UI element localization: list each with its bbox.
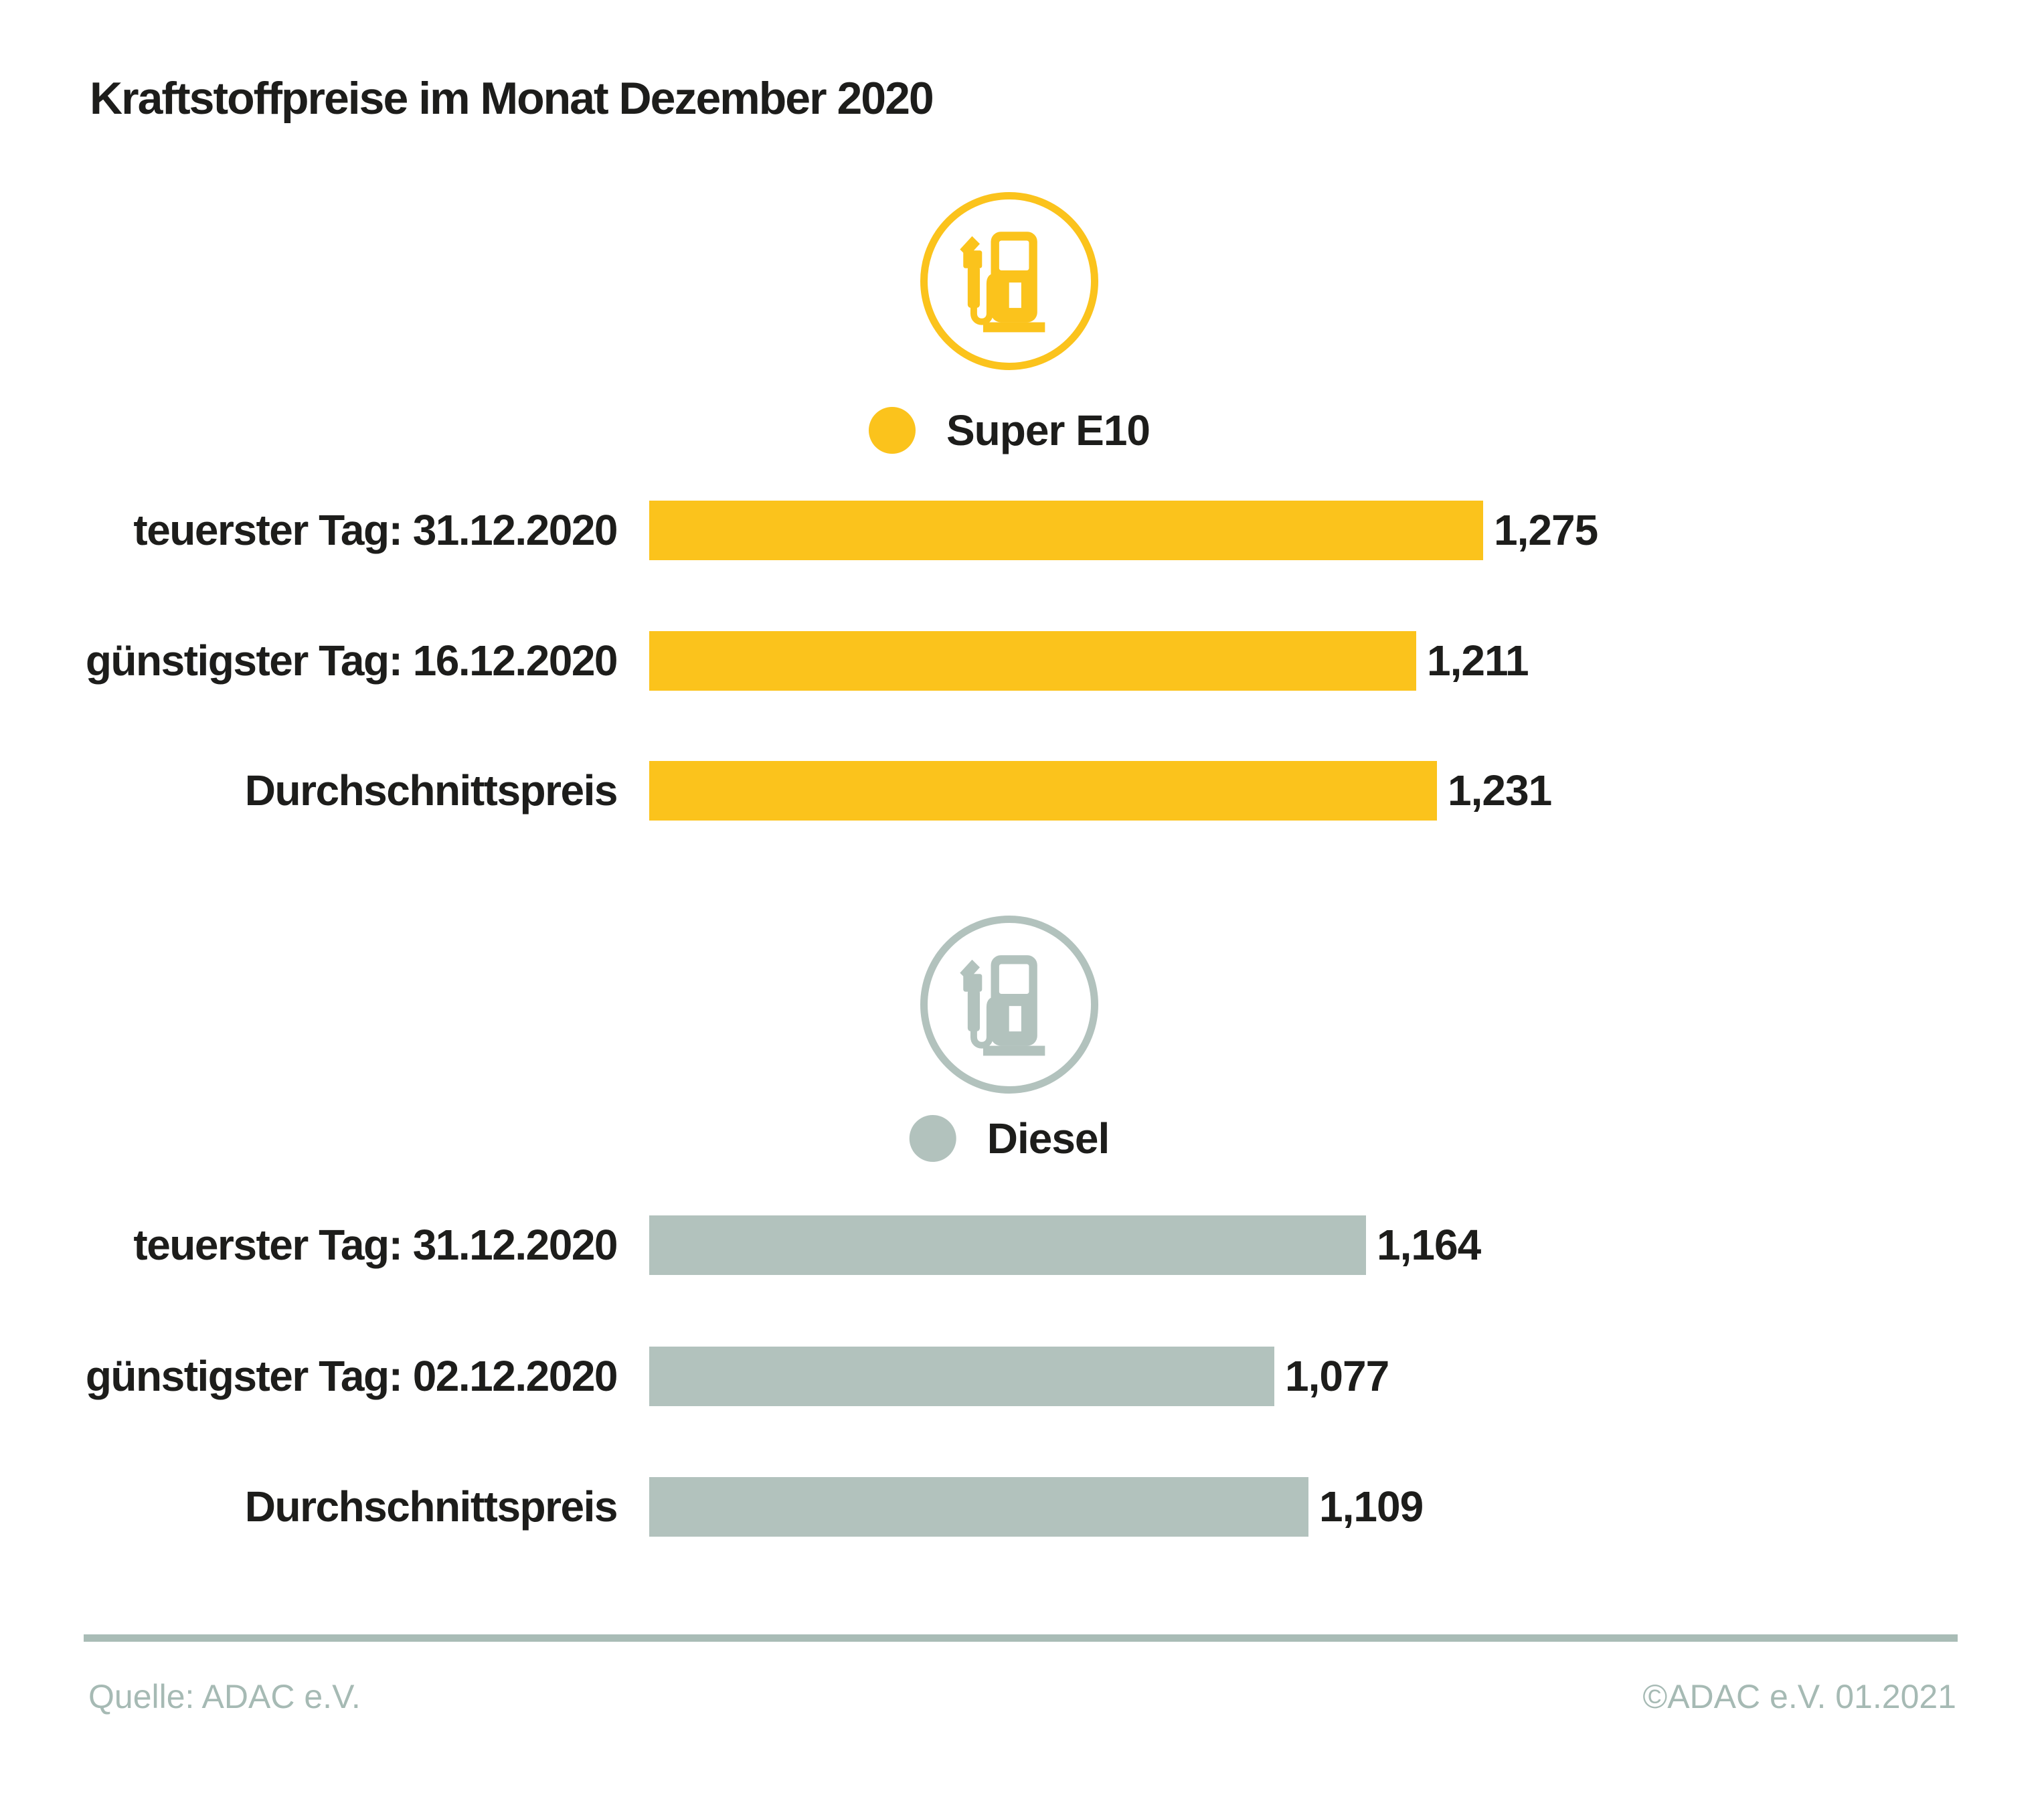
- bar-label: günstigster Tag: 16.12.2020: [85, 636, 618, 685]
- diesel-pump-icon: [920, 916, 1098, 1094]
- bar-label: günstigster Tag: 02.12.2020: [85, 1352, 618, 1400]
- legend-super-e10: Super E10: [868, 406, 1151, 454]
- bar-value: 1,109: [1319, 1482, 1424, 1531]
- bar-label: Durchschnittspreis: [244, 1482, 618, 1531]
- bar-value: 1,275: [1494, 506, 1598, 554]
- bar-value: 1,164: [1377, 1221, 1481, 1269]
- legend-dot-super-e10: [868, 407, 916, 454]
- bar-value: 1,211: [1427, 636, 1529, 685]
- bar-row: teuerster Tag: 31.12.2020 1,275: [0, 501, 2044, 560]
- legend-label-super-e10: Super E10: [946, 406, 1151, 454]
- page-title: Kraftstoffpreise im Monat Dezember 2020: [90, 73, 934, 124]
- bar: [649, 1477, 1308, 1537]
- footer-divider: [84, 1634, 1958, 1642]
- bar-row: Durchschnittspreis 1,231: [0, 761, 2044, 821]
- legend-label-diesel: Diesel: [987, 1114, 1110, 1163]
- bar: [649, 1347, 1274, 1406]
- bar-row: teuerster Tag: 31.12.2020 1,164: [0, 1215, 2044, 1275]
- bar-value: 1,231: [1448, 766, 1552, 815]
- bar-value: 1,077: [1285, 1352, 1389, 1400]
- copyright-text: ©ADAC e.V. 01.2021: [1642, 1678, 1956, 1715]
- bar-row: Durchschnittspreis 1,109: [0, 1477, 2044, 1537]
- bar-row: günstigster Tag: 16.12.2020 1,211: [0, 631, 2044, 691]
- bar: [649, 501, 1483, 560]
- fuel-pump-icon: [960, 231, 1045, 332]
- source-text: Quelle: ADAC e.V.: [88, 1678, 361, 1715]
- bar-label: teuerster Tag: 31.12.2020: [133, 506, 618, 554]
- bar-label: teuerster Tag: 31.12.2020: [133, 1221, 618, 1269]
- bar: [649, 1215, 1366, 1275]
- bar-row: günstigster Tag: 02.12.2020 1,077: [0, 1347, 2044, 1406]
- fuel-pump-icon: [960, 954, 1045, 1055]
- super-e10-pump-icon: [920, 192, 1098, 370]
- bar-label: Durchschnittspreis: [244, 766, 618, 815]
- bar: [649, 631, 1416, 691]
- legend-dot-diesel: [909, 1115, 956, 1162]
- legend-diesel: Diesel: [909, 1114, 1110, 1163]
- bar: [649, 761, 1437, 821]
